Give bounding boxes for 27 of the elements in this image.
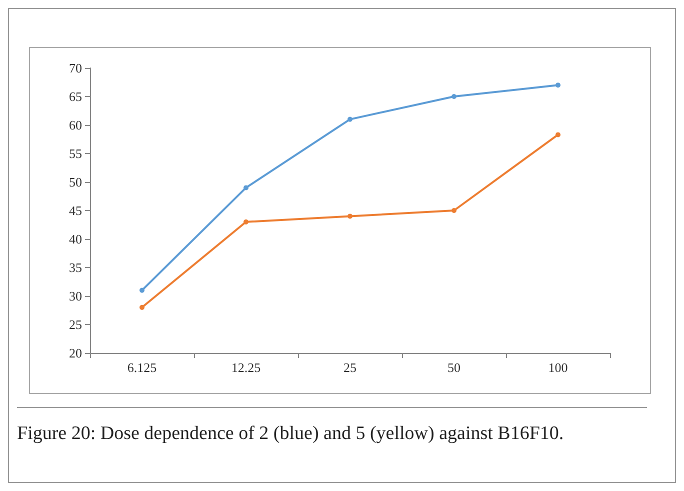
x-tick-label: 100 [548, 360, 568, 375]
y-tick-label: 20 [69, 346, 82, 360]
y-tick-label: 25 [69, 317, 82, 332]
point [452, 94, 456, 99]
point [140, 304, 144, 310]
point [556, 82, 560, 88]
x-tick-label: 50 [448, 360, 460, 375]
point [556, 132, 560, 138]
point [348, 214, 352, 219]
y-tick-label: 65 [69, 89, 82, 104]
y-tick-label: 30 [69, 288, 82, 304]
x-tick-label: 6.125 [127, 360, 157, 375]
point [140, 288, 144, 293]
point [452, 208, 456, 213]
point [244, 185, 248, 190]
y-tick-label: 70 [69, 60, 82, 76]
caption: Figure 20: Dose dependence of 2 (blue) and 5 (yellow) against B16F10. [17, 422, 565, 446]
point [244, 219, 248, 224]
y-tick-label: 55 [69, 146, 82, 161]
x-tick-label: 25 [344, 360, 356, 375]
point [348, 116, 352, 122]
y-tick-label: 60 [69, 118, 82, 132]
x-tick-label: 12.25 [231, 360, 261, 375]
y-tick-label: 50 [69, 174, 82, 190]
y-tick-label: 40 [69, 232, 82, 246]
y-tick-label: 35 [69, 260, 82, 275]
y-tick-label: 45 [69, 203, 82, 218]
